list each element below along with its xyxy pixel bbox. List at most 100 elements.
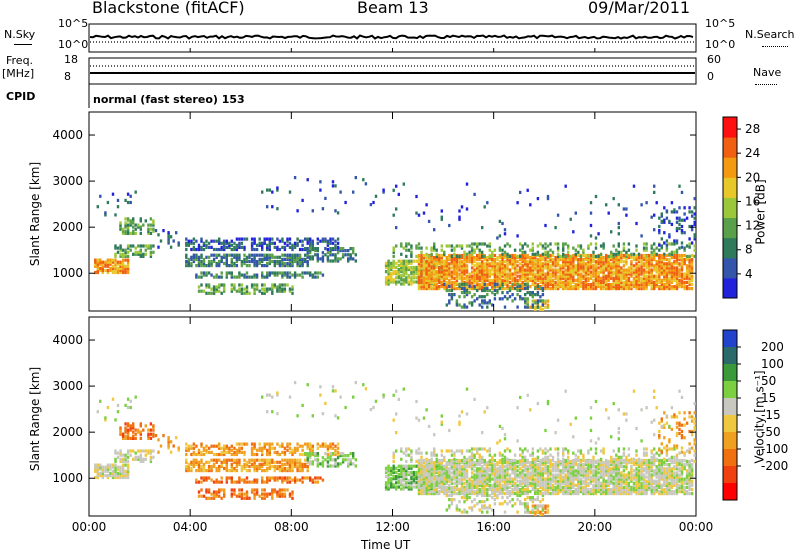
power-cell — [526, 278, 529, 282]
velocity-cell — [109, 473, 112, 478]
velocity-cell — [433, 492, 436, 496]
power-cell — [347, 253, 350, 257]
power-cell — [610, 262, 613, 266]
power-cell — [228, 243, 231, 247]
power-cell — [293, 259, 297, 264]
velocity-cell — [271, 476, 274, 480]
power-cell — [476, 256, 479, 260]
power-cell — [574, 272, 577, 276]
power-cell — [622, 242, 626, 246]
velocity-cell — [476, 473, 479, 477]
velocity-cell — [238, 462, 241, 466]
velocity-cell — [422, 471, 426, 475]
power-cell — [584, 272, 588, 276]
velocity-cell — [116, 471, 120, 475]
velocity-cell — [139, 432, 142, 436]
power-cell — [498, 274, 502, 278]
power-cell — [584, 276, 588, 280]
velocity-cell — [228, 450, 231, 454]
power-cell — [271, 291, 274, 295]
velocity-cell — [276, 442, 279, 446]
velocity-cell — [453, 477, 456, 481]
power-cell — [124, 254, 127, 258]
velocity-cell — [281, 476, 284, 480]
velocity-cell — [142, 428, 145, 432]
power-cell — [205, 264, 208, 268]
velocity-cell — [521, 465, 524, 469]
power-cell — [582, 270, 585, 274]
power-cell — [427, 266, 431, 270]
power-cell — [352, 251, 355, 255]
power-cell — [637, 260, 641, 264]
power-cell — [488, 244, 491, 248]
power-cell — [200, 259, 203, 264]
power-cell — [635, 258, 638, 262]
power-cell — [513, 278, 517, 282]
velocity-cell — [225, 444, 228, 448]
power-cell — [190, 255, 193, 259]
power-cell — [592, 268, 595, 272]
power-cell — [683, 274, 686, 278]
power-cell — [326, 239, 330, 243]
power-cell — [680, 262, 684, 266]
power-cell — [501, 287, 504, 291]
velocity-cell — [417, 458, 421, 463]
power-cell — [577, 250, 580, 254]
power-cell — [655, 276, 658, 280]
power-cell — [202, 264, 206, 268]
power-cell — [114, 246, 117, 250]
power-cell — [301, 198, 304, 202]
site-title: Blackstone (fitACF) — [92, 0, 245, 17]
power-cell — [549, 248, 552, 252]
velocity-cell — [425, 485, 428, 489]
power-cell — [556, 264, 560, 268]
power-cell — [261, 283, 264, 287]
velocity-cell — [177, 448, 180, 452]
power-cell — [311, 257, 314, 261]
power-cell — [549, 266, 552, 270]
power-cell — [212, 239, 216, 243]
velocity-cell — [119, 430, 122, 434]
power-cell — [205, 239, 208, 243]
velocity-cell — [460, 467, 464, 471]
velocity-cell — [291, 462, 294, 466]
power-cell — [655, 246, 658, 250]
power-cell — [622, 287, 626, 291]
velocity-cell — [402, 483, 405, 487]
power-cell — [668, 270, 671, 274]
power-cell — [610, 268, 613, 272]
power-cell — [116, 205, 120, 209]
power-cell — [407, 274, 411, 278]
power-cell — [352, 190, 355, 194]
power-cell — [465, 293, 469, 297]
power-cell — [281, 245, 284, 249]
power-cell — [498, 246, 502, 250]
velocity-cell — [511, 467, 514, 471]
velocity-cell — [433, 490, 436, 494]
power-cell — [508, 254, 512, 258]
power-cell — [647, 266, 651, 270]
power-cell — [152, 227, 155, 231]
power-cell — [658, 253, 661, 258]
power-cell — [142, 223, 145, 227]
power-cell — [539, 274, 542, 278]
velocity-cell — [210, 444, 213, 448]
velocity-cell — [319, 476, 322, 480]
velocity-cell — [468, 463, 471, 467]
power-cell — [445, 264, 448, 268]
velocity-cell — [132, 457, 135, 461]
power-cell — [420, 258, 423, 262]
power-cell — [124, 229, 127, 233]
velocity-cell — [132, 422, 135, 426]
power-cell — [273, 283, 276, 287]
velocity-cell — [185, 466, 188, 471]
velocity-cell — [488, 463, 491, 467]
power-cell — [493, 278, 497, 282]
velocity-cell — [473, 465, 476, 469]
power-cell — [210, 245, 213, 249]
velocity-cell — [218, 494, 221, 498]
power-cell — [632, 282, 636, 287]
power-cell — [433, 278, 436, 282]
power-cell — [546, 280, 550, 284]
power-cell — [663, 241, 666, 245]
